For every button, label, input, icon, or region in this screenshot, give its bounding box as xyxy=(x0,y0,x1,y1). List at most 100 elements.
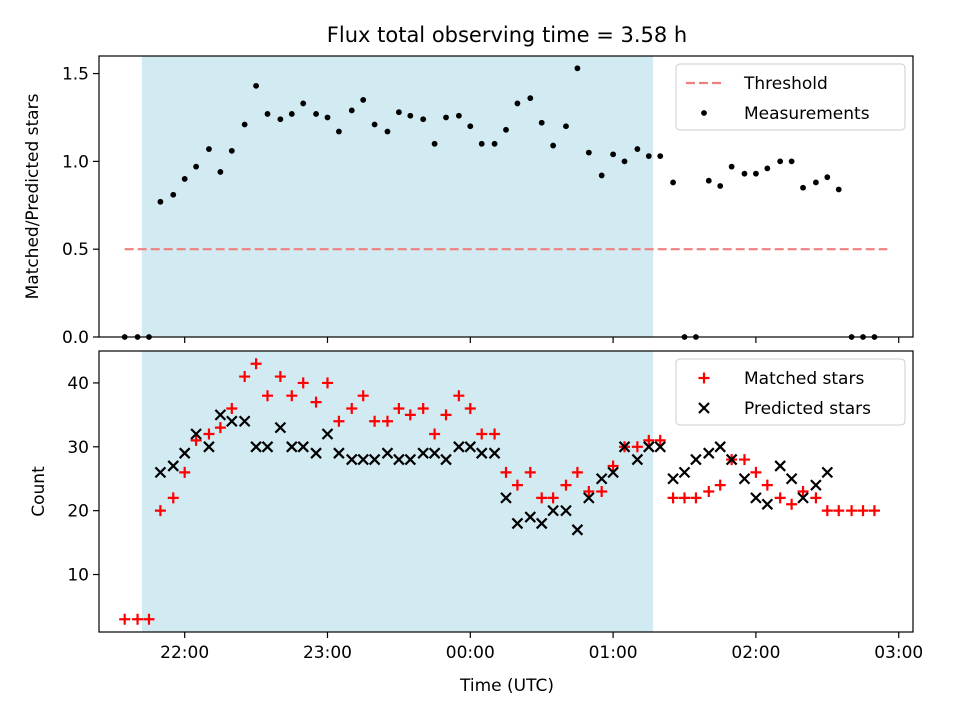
measurement-point xyxy=(835,186,842,193)
matched-star-point xyxy=(703,486,715,497)
measurement-point xyxy=(598,172,605,179)
matched-star-point xyxy=(560,479,572,491)
measurement-point xyxy=(550,142,557,149)
predicted-star-point xyxy=(428,447,441,459)
predicted-star-point xyxy=(488,447,501,459)
matched-star-point xyxy=(453,390,465,402)
matched-star-point xyxy=(833,505,845,517)
measurement-point xyxy=(348,107,355,114)
predicted-star-point xyxy=(203,441,215,453)
y-axis-label: Count xyxy=(29,466,49,517)
matched-star-point xyxy=(393,402,405,414)
measurement-point xyxy=(407,112,414,119)
predicted-star-point xyxy=(261,441,274,453)
legend-box xyxy=(675,358,906,426)
matched-star-point xyxy=(797,486,809,497)
measurement-point xyxy=(324,114,331,121)
measurement-point xyxy=(253,82,259,89)
measurement-point xyxy=(645,153,652,160)
matched-star-point xyxy=(738,454,750,466)
measurement-point xyxy=(777,158,784,165)
predicted-star-point xyxy=(703,447,715,459)
measurement-point xyxy=(764,165,771,172)
matched-star-point xyxy=(524,466,536,478)
legend-matched-swatch xyxy=(698,372,710,384)
matched-star-point xyxy=(607,460,619,472)
predicted-star-point xyxy=(571,524,584,536)
matched-star-point xyxy=(310,396,322,408)
predicted-star-point xyxy=(440,453,452,466)
predicted-star-point xyxy=(345,453,358,466)
observing-interval-shade xyxy=(141,351,654,632)
x-tick-label: 02:00 xyxy=(731,643,780,663)
y-axis-label: Matched/Predicted stars xyxy=(23,93,43,299)
measurement-point xyxy=(384,128,391,135)
matched-star-point xyxy=(250,358,262,370)
matched-star-point xyxy=(500,466,512,478)
predicted-star-point xyxy=(381,447,394,459)
matched-star-point xyxy=(821,505,833,517)
matched-star-point xyxy=(690,492,702,504)
matched-star-point xyxy=(119,613,131,625)
predicted-star-point xyxy=(607,466,619,479)
series-matched-stars xyxy=(119,358,880,625)
matched-star-point xyxy=(333,415,345,427)
predicted-star-point xyxy=(535,517,548,530)
predicted-star-point xyxy=(714,441,726,453)
x-tick-label: 23:00 xyxy=(303,643,352,663)
predicted-star-point xyxy=(678,466,691,479)
predicted-star-point xyxy=(821,466,834,479)
predicted-star-point xyxy=(167,460,180,472)
matched-star-point xyxy=(857,505,869,517)
y-tick-label: 40 xyxy=(67,374,89,394)
measurement-point xyxy=(455,112,462,119)
measurement-point xyxy=(741,170,748,177)
measurement-point xyxy=(431,140,438,147)
predicted-star-point xyxy=(500,492,512,504)
predicted-star-point xyxy=(250,441,262,453)
matched-star-point xyxy=(810,492,822,504)
measurement-point xyxy=(371,121,378,128)
matched-star-point xyxy=(226,402,238,414)
measurement-point xyxy=(728,163,735,170)
matched-star-point xyxy=(417,402,429,414)
measurement-point xyxy=(705,177,712,184)
measurement-point xyxy=(800,184,806,191)
matched-star-point xyxy=(476,428,488,440)
measurement-point xyxy=(264,111,271,117)
matched-star-point xyxy=(654,434,666,446)
predicted-star-point xyxy=(417,447,429,459)
legend-label: Measurements xyxy=(744,104,870,124)
matched-star-point xyxy=(321,377,333,389)
panel-frame xyxy=(98,55,914,338)
matched-star-point xyxy=(346,402,358,414)
x-tick-label: 03:00 xyxy=(874,643,923,663)
legend-label: Predicted stars xyxy=(744,399,871,419)
predicted-star-point xyxy=(464,441,477,453)
matched-star-point xyxy=(596,486,608,497)
matched-star-point xyxy=(536,492,548,504)
measurement-point xyxy=(420,116,427,123)
measurement-point xyxy=(503,126,509,133)
predicted-star-point xyxy=(154,466,167,479)
matched-star-point xyxy=(679,492,691,504)
measurement-point xyxy=(812,179,819,186)
predicted-star-point xyxy=(404,453,417,466)
legend-box xyxy=(675,63,906,131)
matched-star-point xyxy=(297,377,309,389)
predicted-star-point xyxy=(333,447,345,459)
predicted-star-point xyxy=(690,453,702,466)
matched-star-point xyxy=(750,466,762,478)
matched-star-point xyxy=(571,466,583,478)
matched-star-point xyxy=(667,492,679,504)
measurement-point xyxy=(717,183,724,189)
matched-star-point xyxy=(274,371,286,383)
measurement-point xyxy=(527,95,534,102)
predicted-star-point xyxy=(178,447,191,459)
predicted-star-point xyxy=(214,409,227,421)
measurement-point xyxy=(634,146,641,152)
matched-star-point xyxy=(868,505,880,517)
matched-star-point xyxy=(132,613,144,625)
predicted-star-point xyxy=(368,453,381,466)
measurement-point xyxy=(157,198,164,205)
